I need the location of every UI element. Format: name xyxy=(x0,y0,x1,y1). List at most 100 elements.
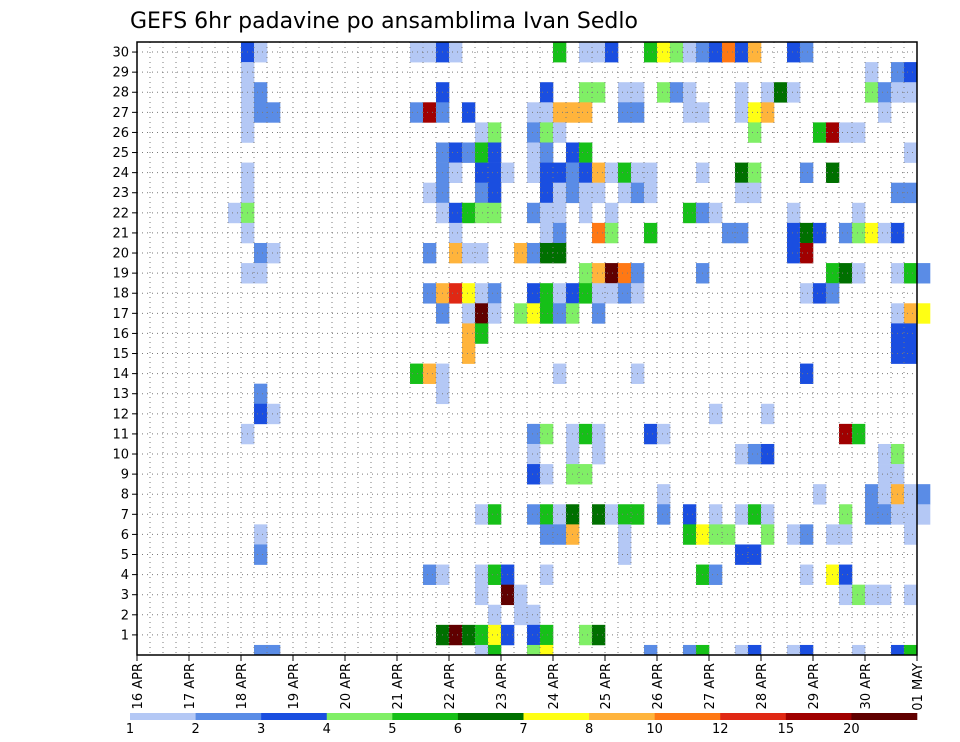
heatmap-cell xyxy=(683,504,697,525)
heatmap-cell xyxy=(735,102,749,123)
heatmap-cell xyxy=(605,42,619,63)
heatmap-cell xyxy=(904,142,918,163)
heatmap-cell xyxy=(553,524,567,545)
heatmap-cell xyxy=(800,162,814,183)
heatmap-cell xyxy=(423,242,437,264)
heatmap-cell xyxy=(462,102,476,123)
heatmap-cell xyxy=(267,644,281,656)
heatmap-cell xyxy=(514,242,528,264)
heatmap-cell xyxy=(540,242,554,264)
heatmap-cell xyxy=(774,82,788,103)
heatmap-cell xyxy=(865,484,879,505)
heatmap-cell xyxy=(254,42,268,63)
heatmap-cell xyxy=(514,604,528,626)
heatmap-cell xyxy=(553,283,567,304)
heatmap-cell xyxy=(839,423,853,445)
heatmap-cell xyxy=(904,524,918,545)
heatmap-cell xyxy=(878,82,892,103)
grid-lines xyxy=(137,42,917,655)
heatmap-cell xyxy=(592,443,606,465)
heatmap-cell xyxy=(904,584,918,606)
colorbar-label: 5 xyxy=(388,722,396,737)
heatmap-cell xyxy=(852,644,866,656)
x-tick-label: 23 APR xyxy=(495,663,510,709)
heatmap-cell xyxy=(514,584,528,606)
heatmap-cell xyxy=(722,222,736,244)
y-tick-label: 28 xyxy=(112,86,129,101)
heatmap-cell xyxy=(540,202,554,224)
heatmap-cell xyxy=(787,524,801,545)
heatmap-cell xyxy=(748,544,762,565)
heatmap-cell xyxy=(475,624,489,646)
heatmap-cell xyxy=(488,202,502,224)
heatmap-cell xyxy=(228,202,242,224)
heatmap-cell xyxy=(852,584,866,606)
y-tick-label: 23 xyxy=(112,186,129,201)
heatmap-cell xyxy=(878,464,892,485)
heatmap-cell xyxy=(787,42,801,63)
heatmap-cell xyxy=(423,102,437,123)
heatmap-cell xyxy=(813,484,827,505)
heatmap-cell xyxy=(800,644,814,656)
plot-frame xyxy=(136,41,918,656)
heatmap-cell xyxy=(579,102,593,123)
heatmap-cell xyxy=(852,202,866,224)
heatmap-cell xyxy=(488,644,502,656)
y-tick-label: 22 xyxy=(112,206,129,221)
heatmap-cell xyxy=(722,42,736,63)
heatmap-cell xyxy=(527,283,541,304)
heatmap-cell xyxy=(488,564,502,585)
colorbar-label: 1 xyxy=(126,722,134,737)
heatmap-cell xyxy=(553,303,567,324)
heatmap-cell xyxy=(904,343,918,364)
y-tick-label: 16 xyxy=(112,327,129,342)
heatmap-cell xyxy=(839,263,853,284)
heatmap-cell xyxy=(644,222,658,244)
x-tick-label: 30 APR xyxy=(859,663,874,709)
heatmap-cell xyxy=(488,504,502,525)
heatmap-cell xyxy=(579,263,593,284)
heatmap-cell xyxy=(618,263,632,284)
heatmap-cell xyxy=(787,202,801,224)
y-tick-label: 27 xyxy=(112,106,129,121)
y-tick-label: 21 xyxy=(112,226,129,241)
heatmap-cell xyxy=(787,242,801,264)
heatmap-cell xyxy=(527,102,541,123)
heatmap-cell xyxy=(618,182,632,204)
heatmap-cell xyxy=(462,303,476,324)
heatmap-cell xyxy=(917,504,931,525)
heatmap-cell xyxy=(449,42,463,63)
heatmap-cell xyxy=(878,504,892,525)
heatmap-cell xyxy=(527,303,541,324)
heatmap-cell xyxy=(527,122,541,143)
colorbar-label: 10 xyxy=(646,722,663,737)
heatmap-cell xyxy=(423,283,437,304)
heatmap-cell xyxy=(839,524,853,545)
heatmap-cell xyxy=(540,283,554,304)
heatmap-cell xyxy=(644,182,658,204)
colorbar-swatch xyxy=(851,713,918,720)
heatmap-cell xyxy=(592,504,606,525)
heatmap-cell xyxy=(748,162,762,183)
colorbar-label: 4 xyxy=(323,722,331,737)
heatmap-cell xyxy=(553,202,567,224)
heatmap-cell xyxy=(449,242,463,264)
heatmap-cell xyxy=(865,504,879,525)
colorbar-swatch xyxy=(130,713,196,720)
heatmap-cell xyxy=(865,584,879,606)
heatmap-cell xyxy=(540,624,554,646)
heatmap-cell xyxy=(488,624,502,646)
heatmap-cell xyxy=(553,162,567,183)
heatmap-cell xyxy=(839,584,853,606)
x-tick-label: 24 APR xyxy=(547,663,562,709)
heatmap-cell xyxy=(475,303,489,324)
heatmap-cell xyxy=(709,564,723,585)
heatmap-cell xyxy=(475,644,489,656)
heatmap-cell xyxy=(735,504,749,525)
heatmap-cell xyxy=(579,283,593,304)
y-tick-label: 24 xyxy=(112,166,129,181)
heatmap-cell xyxy=(748,42,762,63)
chart-title: GEFS 6hr padavine po ansamblima Ivan Sed… xyxy=(130,9,638,34)
y-tick-label: 17 xyxy=(112,307,129,322)
heatmap-cell xyxy=(527,423,541,445)
